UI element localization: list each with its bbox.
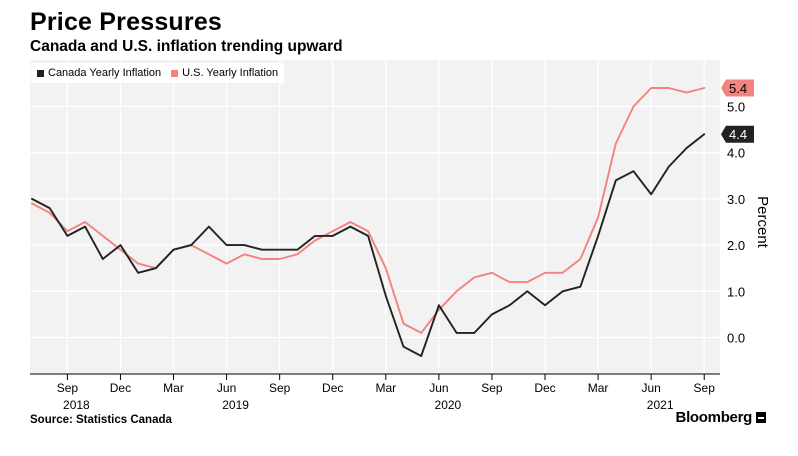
source-note: Source: Statistics Canada: [30, 414, 172, 426]
end-value-label-us: 5.4: [729, 81, 747, 96]
x-year-label: 2020: [435, 398, 462, 412]
chart-subtitle: Canada and U.S. inflation trending upwar…: [30, 38, 343, 55]
x-year-label: 2021: [647, 398, 674, 412]
brand-name: Bloomberg: [675, 409, 753, 426]
legend: Canada Yearly Inflation U.S. Yearly Infl…: [31, 63, 285, 83]
x-tick-label: Mar: [588, 381, 609, 395]
x-tick-label: Sep: [57, 381, 79, 395]
x-tick-label: Sep: [269, 381, 291, 395]
x-tick-label: Mar: [375, 381, 396, 395]
y-tick-label: 2.0: [727, 238, 745, 253]
x-tick-label: Dec: [534, 381, 555, 395]
x-tick-label: Jun: [641, 381, 660, 395]
x-tick-label: Dec: [322, 381, 343, 395]
brand-logo: Bloomberg: [676, 409, 766, 426]
x-tick-label: Mar: [163, 381, 184, 395]
brand-mark-icon: [756, 412, 766, 423]
y-tick-label: 0.0: [727, 331, 745, 346]
series-line-us: [31, 87, 706, 334]
legend-swatch-us: [171, 69, 179, 77]
x-tick-label: Jun: [217, 381, 236, 395]
y-tick-label: 4.0: [727, 146, 745, 161]
legend-item-us: U.S. Yearly Inflation: [171, 67, 278, 79]
x-tick-label: Dec: [110, 381, 131, 395]
legend-item-canada: Canada Yearly Inflation: [37, 67, 161, 79]
y-axis-title: Percent: [754, 196, 771, 249]
end-tag-us: [721, 79, 754, 97]
end-tag-canada: [721, 125, 754, 143]
legend-swatch-canada: [37, 69, 44, 77]
y-tick-label: 1.0: [727, 284, 745, 299]
x-tick-label: Jun: [429, 381, 448, 395]
x-tick-label: Sep: [694, 381, 716, 395]
y-tick-label: 5.0: [727, 100, 745, 115]
chart-title: Price Pressures: [30, 8, 223, 36]
series-line-canada: [31, 133, 706, 357]
x-tick-label: Sep: [481, 381, 503, 395]
y-tick-label: 3.0: [727, 192, 745, 207]
legend-label-canada: Canada Yearly Inflation: [48, 67, 162, 79]
end-value-label-canada: 4.4: [729, 127, 747, 142]
legend-label-us: U.S. Yearly Inflation: [182, 67, 279, 79]
x-year-label: 2018: [63, 398, 90, 412]
x-year-label: 2019: [222, 398, 249, 412]
